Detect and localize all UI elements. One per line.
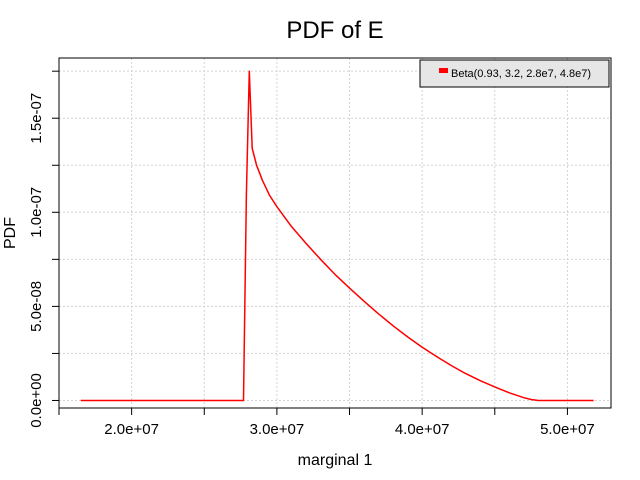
legend-box bbox=[419, 59, 610, 88]
x-tick-label: 2.0e+07 bbox=[104, 421, 159, 438]
series-line bbox=[80, 70, 594, 402]
y-axis-label: PDF bbox=[2, 217, 19, 249]
y-tick-label: 1.5e-07 bbox=[28, 93, 45, 144]
x-tick-label: 3.0e+07 bbox=[250, 421, 305, 438]
legend: Beta(0.93, 3.2, 2.8e7, 4.8e7) bbox=[419, 59, 610, 88]
x-tick-label: 4.0e+07 bbox=[395, 421, 450, 438]
x-axis: 2.0e+07 3.0e+07 4.0e+07 5.0e+07 bbox=[58, 408, 595, 438]
chart-title: PDF of E bbox=[286, 17, 383, 44]
y-tick-label: 5.0e-08 bbox=[28, 281, 45, 332]
x-tick-label: 5.0e+07 bbox=[540, 421, 595, 438]
legend-swatch bbox=[439, 68, 448, 73]
plot-frame bbox=[58, 57, 612, 409]
y-tick-label: 1.0e-07 bbox=[28, 187, 45, 238]
grid-lines bbox=[58, 58, 611, 408]
y-axis: 0.0e+00 5.0e-08 1.0e-07 1.5e-07 bbox=[28, 70, 59, 428]
y-tick-label: 0.0e+00 bbox=[28, 373, 45, 428]
legend-series-label: Beta(0.93, 3.2, 2.8e7, 4.8e7) bbox=[451, 68, 591, 80]
plot-area bbox=[80, 70, 594, 402]
x-axis-label: marginal 1 bbox=[298, 452, 373, 469]
